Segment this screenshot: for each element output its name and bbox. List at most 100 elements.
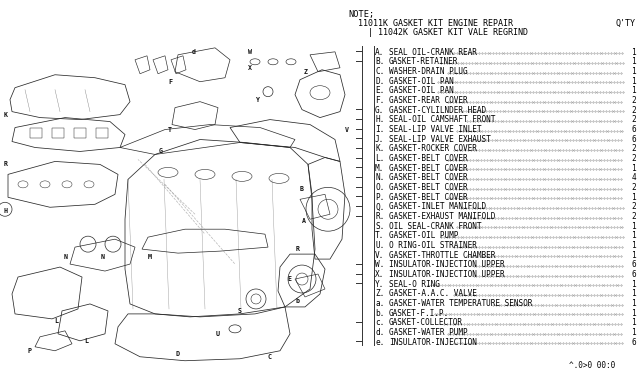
Text: I.: I. bbox=[375, 125, 384, 134]
Text: 1: 1 bbox=[632, 48, 636, 57]
Text: GASKET-OIL PAN: GASKET-OIL PAN bbox=[389, 77, 454, 86]
Text: GASKET-F.I.P.: GASKET-F.I.P. bbox=[389, 309, 449, 318]
Text: D: D bbox=[175, 351, 179, 357]
Text: G: G bbox=[159, 148, 163, 154]
Text: 2: 2 bbox=[632, 115, 636, 125]
Text: Y: Y bbox=[256, 97, 260, 103]
Text: 6: 6 bbox=[632, 125, 636, 134]
Text: d: d bbox=[192, 49, 196, 55]
Text: GASKET-BELT COVER: GASKET-BELT COVER bbox=[389, 183, 468, 192]
Text: K: K bbox=[4, 112, 8, 118]
Text: 1: 1 bbox=[632, 193, 636, 202]
Bar bbox=[52, 128, 64, 138]
Text: e.: e. bbox=[375, 338, 384, 347]
Text: GASKET-BELT COVER: GASKET-BELT COVER bbox=[389, 173, 468, 183]
Text: INSULATOR-INJECTION UPPER: INSULATOR-INJECTION UPPER bbox=[389, 260, 504, 269]
Text: GASKET-BELT COVER: GASKET-BELT COVER bbox=[389, 164, 468, 173]
Bar bbox=[96, 128, 108, 138]
Text: G.: G. bbox=[375, 106, 384, 115]
Text: GASKET-A.A.C. VALVE: GASKET-A.A.C. VALVE bbox=[389, 289, 477, 298]
Text: N: N bbox=[64, 254, 68, 260]
Text: R: R bbox=[296, 246, 300, 252]
Text: GASKET-INLET MANIFOLD: GASKET-INLET MANIFOLD bbox=[389, 202, 486, 212]
Text: GASKET-EXHAUST MANIFOLD: GASKET-EXHAUST MANIFOLD bbox=[389, 212, 495, 221]
Text: C: C bbox=[268, 354, 272, 360]
Text: GASKET-COLLECTOR: GASKET-COLLECTOR bbox=[389, 318, 463, 327]
Text: J.: J. bbox=[375, 135, 384, 144]
Text: O.: O. bbox=[375, 183, 384, 192]
Text: R.: R. bbox=[375, 212, 384, 221]
Text: O RING-OIL STRAINER: O RING-OIL STRAINER bbox=[389, 241, 477, 250]
Text: 1: 1 bbox=[632, 58, 636, 67]
Text: a.: a. bbox=[375, 299, 384, 308]
Text: ^.0>0 00:0: ^.0>0 00:0 bbox=[569, 361, 615, 370]
Text: GASKET-BELT COVER: GASKET-BELT COVER bbox=[389, 154, 468, 163]
Text: 1: 1 bbox=[632, 87, 636, 96]
Text: A: A bbox=[302, 218, 306, 224]
Text: SEAL OIL-CRANK REAR: SEAL OIL-CRANK REAR bbox=[389, 48, 477, 57]
Text: 2: 2 bbox=[632, 154, 636, 163]
Text: N: N bbox=[101, 254, 105, 260]
Text: 6: 6 bbox=[632, 270, 636, 279]
Text: L: L bbox=[54, 318, 58, 324]
Text: 1: 1 bbox=[632, 241, 636, 250]
Text: INSULATOR-INJECTION: INSULATOR-INJECTION bbox=[389, 338, 477, 347]
Bar bbox=[74, 128, 86, 138]
Text: 1: 1 bbox=[632, 289, 636, 298]
Text: c.: c. bbox=[375, 318, 384, 327]
Text: V.: V. bbox=[375, 251, 384, 260]
Text: d.: d. bbox=[375, 328, 384, 337]
Text: 1: 1 bbox=[632, 309, 636, 318]
Text: 1: 1 bbox=[632, 164, 636, 173]
Text: B: B bbox=[300, 186, 304, 192]
Text: 1: 1 bbox=[632, 280, 636, 289]
Text: U: U bbox=[216, 331, 220, 337]
Text: Y.: Y. bbox=[375, 280, 384, 289]
Text: B.: B. bbox=[375, 58, 384, 67]
Text: T: T bbox=[168, 126, 172, 132]
Text: L.: L. bbox=[375, 154, 384, 163]
Text: Z: Z bbox=[304, 69, 308, 75]
Text: 1: 1 bbox=[632, 67, 636, 76]
Text: W.: W. bbox=[375, 260, 384, 269]
Text: 2: 2 bbox=[632, 106, 636, 115]
Text: 2: 2 bbox=[632, 96, 636, 105]
Text: K.: K. bbox=[375, 144, 384, 154]
Text: 2: 2 bbox=[632, 202, 636, 212]
Text: GASKET-THROTTLE CHAMBER: GASKET-THROTTLE CHAMBER bbox=[389, 251, 495, 260]
Text: 1: 1 bbox=[632, 328, 636, 337]
Text: OIL SEAL-CRANK FRONT: OIL SEAL-CRANK FRONT bbox=[389, 222, 481, 231]
Text: SEAL-O RING: SEAL-O RING bbox=[389, 280, 440, 289]
Text: GASKET-WATER TEMPERATURE SENSOR: GASKET-WATER TEMPERATURE SENSOR bbox=[389, 299, 532, 308]
Text: W: W bbox=[248, 49, 252, 55]
Text: A.: A. bbox=[375, 48, 384, 57]
Text: V: V bbox=[345, 126, 349, 132]
Text: M: M bbox=[148, 254, 152, 260]
Text: GASKET-ROCKER COVER: GASKET-ROCKER COVER bbox=[389, 144, 477, 154]
Text: E: E bbox=[288, 276, 292, 282]
Text: H.: H. bbox=[375, 115, 384, 125]
Text: T.: T. bbox=[375, 231, 384, 240]
Text: F.: F. bbox=[375, 96, 384, 105]
Text: GASKET-OIL PAN: GASKET-OIL PAN bbox=[389, 87, 454, 96]
Text: S: S bbox=[238, 308, 242, 314]
Bar bbox=[30, 128, 42, 138]
Text: N.: N. bbox=[375, 173, 384, 183]
Text: 2: 2 bbox=[632, 144, 636, 154]
Text: Q'TY: Q'TY bbox=[616, 19, 636, 28]
Text: b.: b. bbox=[375, 309, 384, 318]
Text: GASKET-RETAINER: GASKET-RETAINER bbox=[389, 58, 458, 67]
Text: 4: 4 bbox=[632, 173, 636, 183]
Text: 1: 1 bbox=[632, 231, 636, 240]
Text: E.: E. bbox=[375, 87, 384, 96]
Text: SEAL-OIL CAMSHAFT FRONT: SEAL-OIL CAMSHAFT FRONT bbox=[389, 115, 495, 125]
Text: 1: 1 bbox=[632, 318, 636, 327]
Text: GASKET-BELT COVER: GASKET-BELT COVER bbox=[389, 193, 468, 202]
Text: D.: D. bbox=[375, 77, 384, 86]
Text: NOTE;: NOTE; bbox=[348, 10, 374, 19]
Text: WASHER-DRAIN PLUG: WASHER-DRAIN PLUG bbox=[389, 67, 468, 76]
Text: H: H bbox=[4, 208, 8, 214]
Text: | 11042K GASKET KIT VALE REGRIND: | 11042K GASKET KIT VALE REGRIND bbox=[348, 28, 528, 37]
Text: 1: 1 bbox=[632, 222, 636, 231]
Text: X.: X. bbox=[375, 270, 384, 279]
